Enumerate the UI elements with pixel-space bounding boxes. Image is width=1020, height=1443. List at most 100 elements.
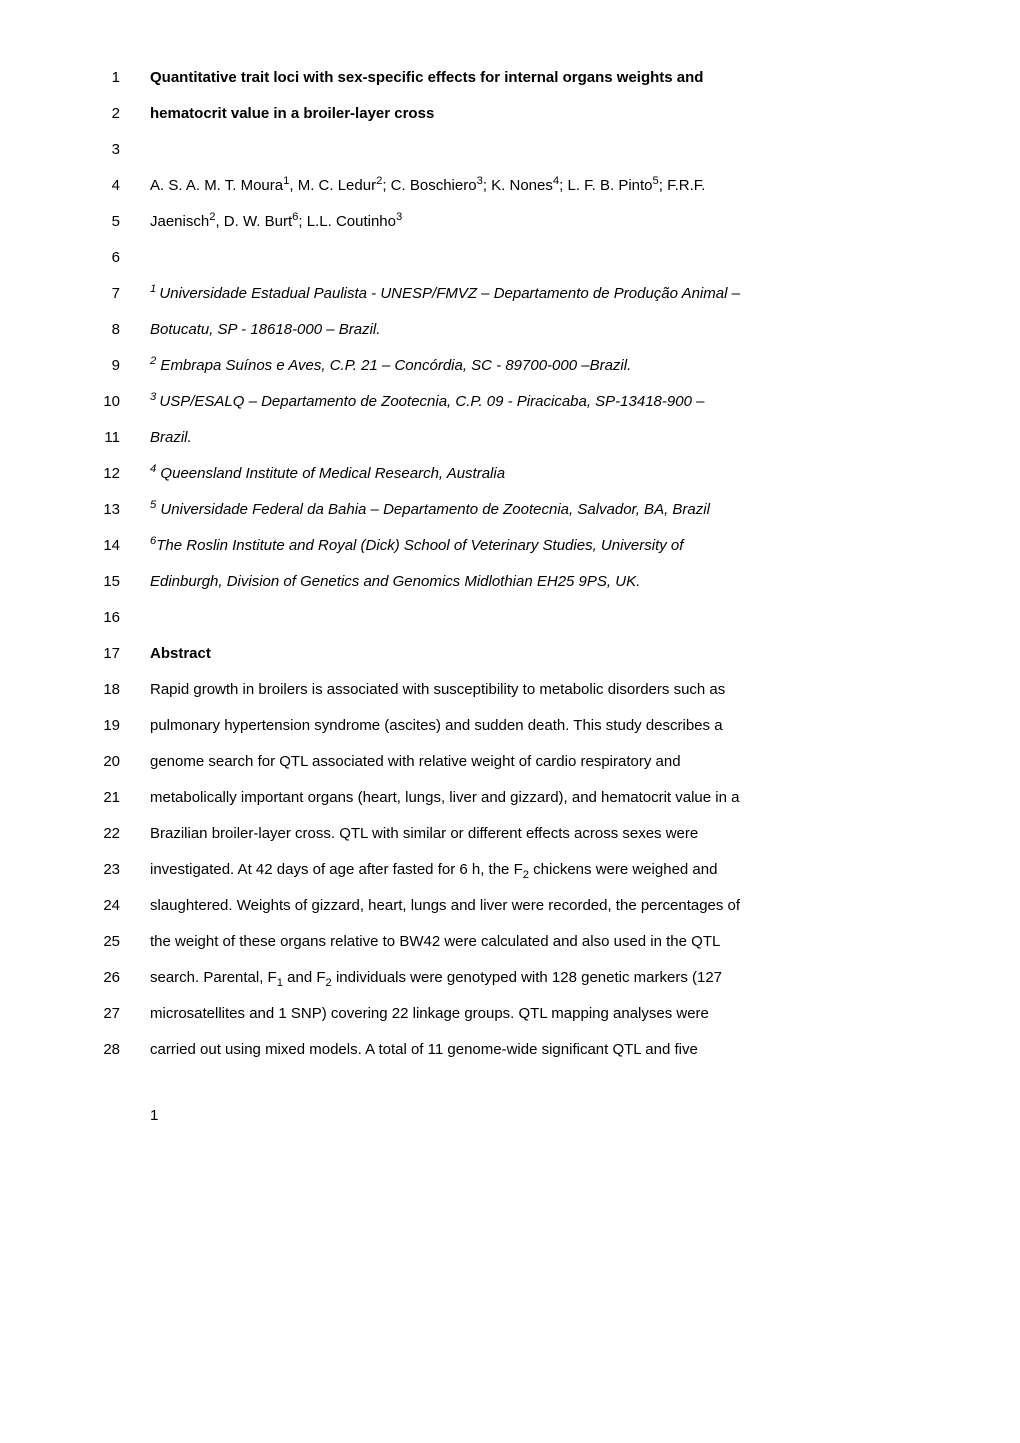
- affil-sup: 3: [396, 211, 402, 223]
- line-number: 12: [80, 456, 120, 492]
- line-3: 3: [80, 132, 940, 168]
- line-number: 2: [80, 96, 120, 132]
- author-segment: ; C. Boschiero: [382, 177, 476, 194]
- author-segment: ; L. F. B. Pinto: [559, 177, 652, 194]
- affiliation-text: 1 Universidade Estadual Paulista - UNESP…: [150, 276, 940, 312]
- section-heading: Abstract: [150, 636, 940, 672]
- line-number: 7: [80, 276, 120, 312]
- line-number: 25: [80, 924, 120, 960]
- line-number: 13: [80, 492, 120, 528]
- line-2: 2 hematocrit value in a broiler-layer cr…: [80, 96, 940, 132]
- line-number: 9: [80, 348, 120, 384]
- line-18: 18 Rapid growth in broilers is associate…: [80, 672, 940, 708]
- body-text: carried out using mixed models. A total …: [150, 1032, 940, 1068]
- affiliation-text: 2 Embrapa Suínos e Aves, C.P. 21 – Concó…: [150, 348, 940, 384]
- line-number: 22: [80, 816, 120, 852]
- affil-body: USP/ESALQ – Departamento de Zootecnia, C…: [159, 393, 704, 410]
- affiliation-text: 5 Universidade Federal da Bahia – Depart…: [150, 492, 940, 528]
- line-number: 5: [80, 204, 120, 240]
- author-segment: ; K. Nones: [483, 177, 553, 194]
- line-number: 17: [80, 636, 120, 672]
- affiliation-text: 6The Roslin Institute and Royal (Dick) S…: [150, 528, 940, 564]
- blank-line: [150, 600, 940, 636]
- body-text: pulmonary hypertension syndrome (ascites…: [150, 708, 940, 744]
- line-16: 16: [80, 600, 940, 636]
- line-number: 24: [80, 888, 120, 924]
- line-26: 26 search. Parental, F1 and F2 individua…: [80, 960, 940, 996]
- line-12: 12 4 Queensland Institute of Medical Res…: [80, 456, 940, 492]
- text-segment: search. Parental, F: [150, 969, 277, 986]
- line-24: 24 slaughtered. Weights of gizzard, hear…: [80, 888, 940, 924]
- author-segment: , M. C. Ledur: [289, 177, 376, 194]
- line-6: 6: [80, 240, 940, 276]
- blank-line: [150, 132, 940, 168]
- affil-body: Embrapa Suínos e Aves, C.P. 21 – Concórd…: [156, 357, 631, 374]
- authors-text: A. S. A. M. T. Moura1, M. C. Ledur2; C. …: [150, 168, 940, 204]
- affiliation-text: Edinburgh, Division of Genetics and Geno…: [150, 564, 940, 600]
- line-number: 1: [80, 60, 120, 96]
- text-segment: investigated. At 42 days of age after fa…: [150, 861, 523, 878]
- author-segment: ; F.R.F.: [659, 177, 706, 194]
- line-7: 7 1 Universidade Estadual Paulista - UNE…: [80, 276, 940, 312]
- author-segment: ; L.L. Coutinho: [298, 213, 396, 230]
- blank-line: [150, 240, 940, 276]
- line-19: 19 pulmonary hypertension syndrome (asci…: [80, 708, 940, 744]
- line-25: 25 the weight of these organs relative t…: [80, 924, 940, 960]
- line-20: 20 genome search for QTL associated with…: [80, 744, 940, 780]
- line-27: 27 microsatellites and 1 SNP) covering 2…: [80, 996, 940, 1032]
- line-number: 3: [80, 132, 120, 168]
- text-segment: and F: [283, 969, 326, 986]
- author-segment: , D. W. Burt: [215, 213, 292, 230]
- affiliation-text: Brazil.: [150, 420, 940, 456]
- line-13: 13 5 Universidade Federal da Bahia – Dep…: [80, 492, 940, 528]
- line-23: 23 investigated. At 42 days of age after…: [80, 852, 940, 888]
- line-17: 17 Abstract: [80, 636, 940, 672]
- body-text: microsatellites and 1 SNP) covering 22 l…: [150, 996, 940, 1032]
- body-text: Brazilian broiler-layer cross. QTL with …: [150, 816, 940, 852]
- affil-body: The Roslin Institute and Royal (Dick) Sc…: [156, 537, 683, 554]
- body-text: Rapid growth in broilers is associated w…: [150, 672, 940, 708]
- affiliation-text: Botucatu, SP - 18618-000 – Brazil.: [150, 312, 940, 348]
- body-text: search. Parental, F1 and F2 individuals …: [150, 960, 940, 996]
- line-21: 21 metabolically important organs (heart…: [80, 780, 940, 816]
- affil-body: Universidade Federal da Bahia – Departam…: [156, 501, 710, 518]
- authors-text: Jaenisch2, D. W. Burt6; L.L. Coutinho3: [150, 204, 940, 240]
- line-number: 11: [80, 420, 120, 456]
- body-text: genome search for QTL associated with re…: [150, 744, 940, 780]
- line-number: 19: [80, 708, 120, 744]
- line-22: 22 Brazilian broiler-layer cross. QTL wi…: [80, 816, 940, 852]
- title-text: hematocrit value in a broiler-layer cros…: [150, 96, 940, 132]
- line-number: 18: [80, 672, 120, 708]
- line-number: 20: [80, 744, 120, 780]
- line-5: 5 Jaenisch2, D. W. Burt6; L.L. Coutinho3: [80, 204, 940, 240]
- text-segment: chickens were weighed and: [529, 861, 717, 878]
- line-number: 23: [80, 852, 120, 888]
- line-9: 9 2 Embrapa Suínos e Aves, C.P. 21 – Con…: [80, 348, 940, 384]
- line-number: 27: [80, 996, 120, 1032]
- author-segment: Jaenisch: [150, 213, 209, 230]
- line-number: 26: [80, 960, 120, 996]
- affiliation-text: 4 Queensland Institute of Medical Resear…: [150, 456, 940, 492]
- affil-sup: 3: [150, 391, 159, 403]
- line-number: 14: [80, 528, 120, 564]
- affil-sup: 1: [150, 283, 159, 295]
- line-1: 1 Quantitative trait loci with sex-speci…: [80, 60, 940, 96]
- line-11: 11 Brazil.: [80, 420, 940, 456]
- line-number: 16: [80, 600, 120, 636]
- author-segment: A. S. A. M. T. Moura: [150, 177, 283, 194]
- affiliation-text: 3 USP/ESALQ – Departamento de Zootecnia,…: [150, 384, 940, 420]
- line-14: 14 6The Roslin Institute and Royal (Dick…: [80, 528, 940, 564]
- line-number: 15: [80, 564, 120, 600]
- body-text: slaughtered. Weights of gizzard, heart, …: [150, 888, 940, 924]
- line-number: 8: [80, 312, 120, 348]
- line-number: 10: [80, 384, 120, 420]
- page-number: 1: [150, 1098, 940, 1134]
- line-number: 28: [80, 1032, 120, 1068]
- line-number: 6: [80, 240, 120, 276]
- line-number: 21: [80, 780, 120, 816]
- line-4: 4 A. S. A. M. T. Moura1, M. C. Ledur2; C…: [80, 168, 940, 204]
- line-number: 4: [80, 168, 120, 204]
- title-text: Quantitative trait loci with sex-specifi…: [150, 60, 940, 96]
- line-10: 10 3 USP/ESALQ – Departamento de Zootecn…: [80, 384, 940, 420]
- body-text: the weight of these organs relative to B…: [150, 924, 940, 960]
